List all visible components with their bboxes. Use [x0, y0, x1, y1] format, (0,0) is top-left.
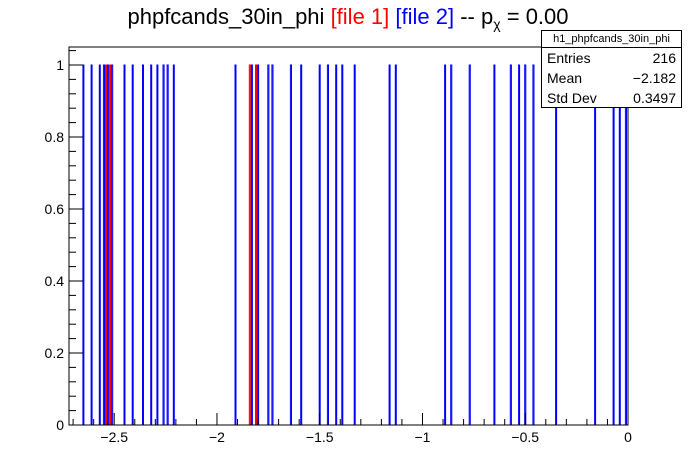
x-tick-label: −1 [415, 429, 431, 445]
bin-file2-21 [319, 65, 320, 425]
bin-file2-26 [389, 65, 390, 425]
bin-file2-39 [619, 65, 620, 425]
stats-row-stddev: Std Dev 0.3497 [542, 88, 681, 108]
x-tick-label: −2.5 [100, 429, 128, 445]
bin-file2-23 [336, 65, 337, 425]
bin-file2-10 [157, 65, 158, 425]
bin-file2-38 [613, 65, 614, 425]
bin-file2-12 [167, 65, 168, 425]
bin-file2-7 [132, 65, 133, 425]
bin-file2-19 [290, 65, 291, 425]
bin-file2-0 [83, 65, 84, 425]
bin-file2-34 [525, 65, 526, 425]
bin-file2-31 [494, 65, 495, 425]
y-tick-label: 0.6 [45, 201, 65, 217]
bin-file2-15 [251, 65, 252, 425]
bin-file2-9 [151, 65, 152, 425]
bin-file2-28 [445, 65, 446, 425]
bin-file2-40 [625, 65, 626, 425]
bin-file2-33 [519, 65, 520, 425]
bin-file2-5 [112, 65, 113, 425]
bin-file2-32 [510, 65, 511, 425]
bin-file1-3 [256, 65, 257, 425]
bin-file2-35 [533, 65, 534, 425]
x-tick-label: −1.5 [306, 429, 334, 445]
stats-value-mean: −2.182 [633, 68, 676, 88]
bin-file2-17 [268, 65, 269, 425]
bin-file1-1 [110, 65, 111, 425]
stats-value-stddev: 0.3497 [633, 88, 676, 108]
bin-file2-16 [258, 65, 259, 425]
bars-group [83, 65, 627, 425]
bin-file1-2 [249, 65, 250, 425]
bin-file2-22 [327, 65, 328, 425]
bin-file2-13 [173, 65, 174, 425]
bin-file1-0 [106, 65, 107, 425]
bin-file2-4 [108, 65, 109, 425]
bin-file2-36 [556, 65, 557, 425]
bin-file2-29 [451, 65, 452, 425]
stats-value-entries: 216 [653, 48, 676, 68]
y-tick-label: 1 [56, 57, 64, 73]
stats-row-entries: Entries 216 [542, 48, 681, 68]
stats-row-mean: Mean −2.182 [542, 68, 681, 88]
bin-file2-24 [342, 65, 343, 425]
x-tick-label: 0 [624, 429, 632, 445]
stats-label-entries: Entries [547, 48, 591, 68]
bin-file2-27 [395, 65, 396, 425]
bin-file2-37 [595, 65, 596, 425]
bin-file2-18 [272, 65, 273, 425]
bin-file2-11 [163, 65, 164, 425]
stats-label-stddev: Std Dev [547, 88, 597, 108]
bin-file2-6 [124, 65, 125, 425]
bin-file2-3 [103, 65, 104, 425]
bin-file2-25 [354, 65, 355, 425]
bin-file2-8 [143, 65, 144, 425]
bin-file2-30 [469, 65, 470, 425]
bin-file2-20 [301, 65, 302, 425]
y-tick-label: 0 [56, 417, 64, 433]
stats-label-mean: Mean [547, 68, 582, 88]
bin-file2-1 [91, 65, 92, 425]
y-tick-label: 0.8 [45, 129, 65, 145]
stats-box: h1_phpfcands_30in_phi Entries 216 Mean −… [541, 30, 682, 108]
stats-name: h1_phpfcands_30in_phi [542, 31, 681, 48]
y-tick-label: 0.4 [45, 273, 65, 289]
x-tick-label: −2 [209, 429, 225, 445]
bin-file2-14 [235, 65, 236, 425]
x-tick-label: −0.5 [511, 429, 539, 445]
y-tick-label: 0.2 [45, 345, 65, 361]
bin-file2-2 [99, 65, 100, 425]
